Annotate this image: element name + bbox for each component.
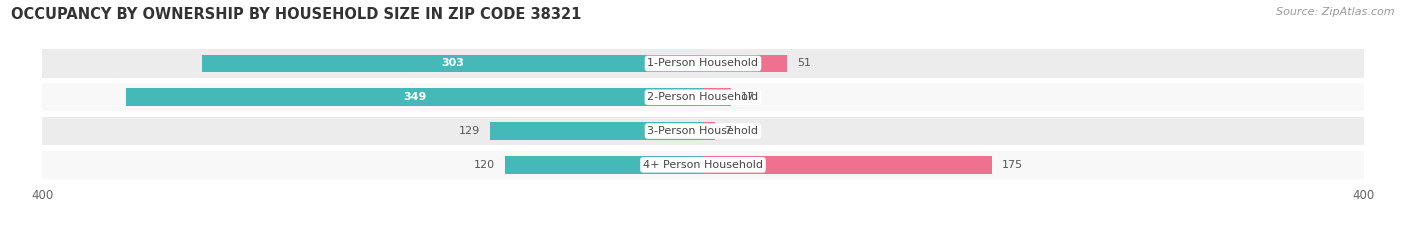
Bar (42, 117, 1364, 145)
Text: Source: ZipAtlas.com: Source: ZipAtlas.com (1277, 7, 1395, 17)
Text: 129: 129 (458, 126, 479, 136)
Text: 1-Person Household: 1-Person Household (648, 58, 758, 69)
Bar (202, 55, 703, 72)
Text: 4+ Person Household: 4+ Person Household (643, 160, 763, 170)
Text: 7: 7 (724, 126, 731, 136)
Bar (703, 55, 787, 72)
Bar (127, 89, 703, 106)
Bar (703, 156, 993, 174)
Text: 17: 17 (741, 92, 755, 102)
Bar (42, 83, 1364, 111)
Bar (505, 156, 703, 174)
Text: 51: 51 (797, 58, 811, 69)
Text: 303: 303 (441, 58, 464, 69)
Bar (703, 89, 731, 106)
Text: 120: 120 (474, 160, 495, 170)
Text: 2-Person Household: 2-Person Household (647, 92, 759, 102)
Text: 349: 349 (404, 92, 426, 102)
Bar (703, 122, 714, 140)
Bar (489, 122, 703, 140)
Text: 3-Person Household: 3-Person Household (648, 126, 758, 136)
Bar (42, 151, 1364, 179)
Text: 175: 175 (1002, 160, 1024, 170)
Text: OCCUPANCY BY OWNERSHIP BY HOUSEHOLD SIZE IN ZIP CODE 38321: OCCUPANCY BY OWNERSHIP BY HOUSEHOLD SIZE… (11, 7, 582, 22)
Bar (42, 49, 1364, 78)
